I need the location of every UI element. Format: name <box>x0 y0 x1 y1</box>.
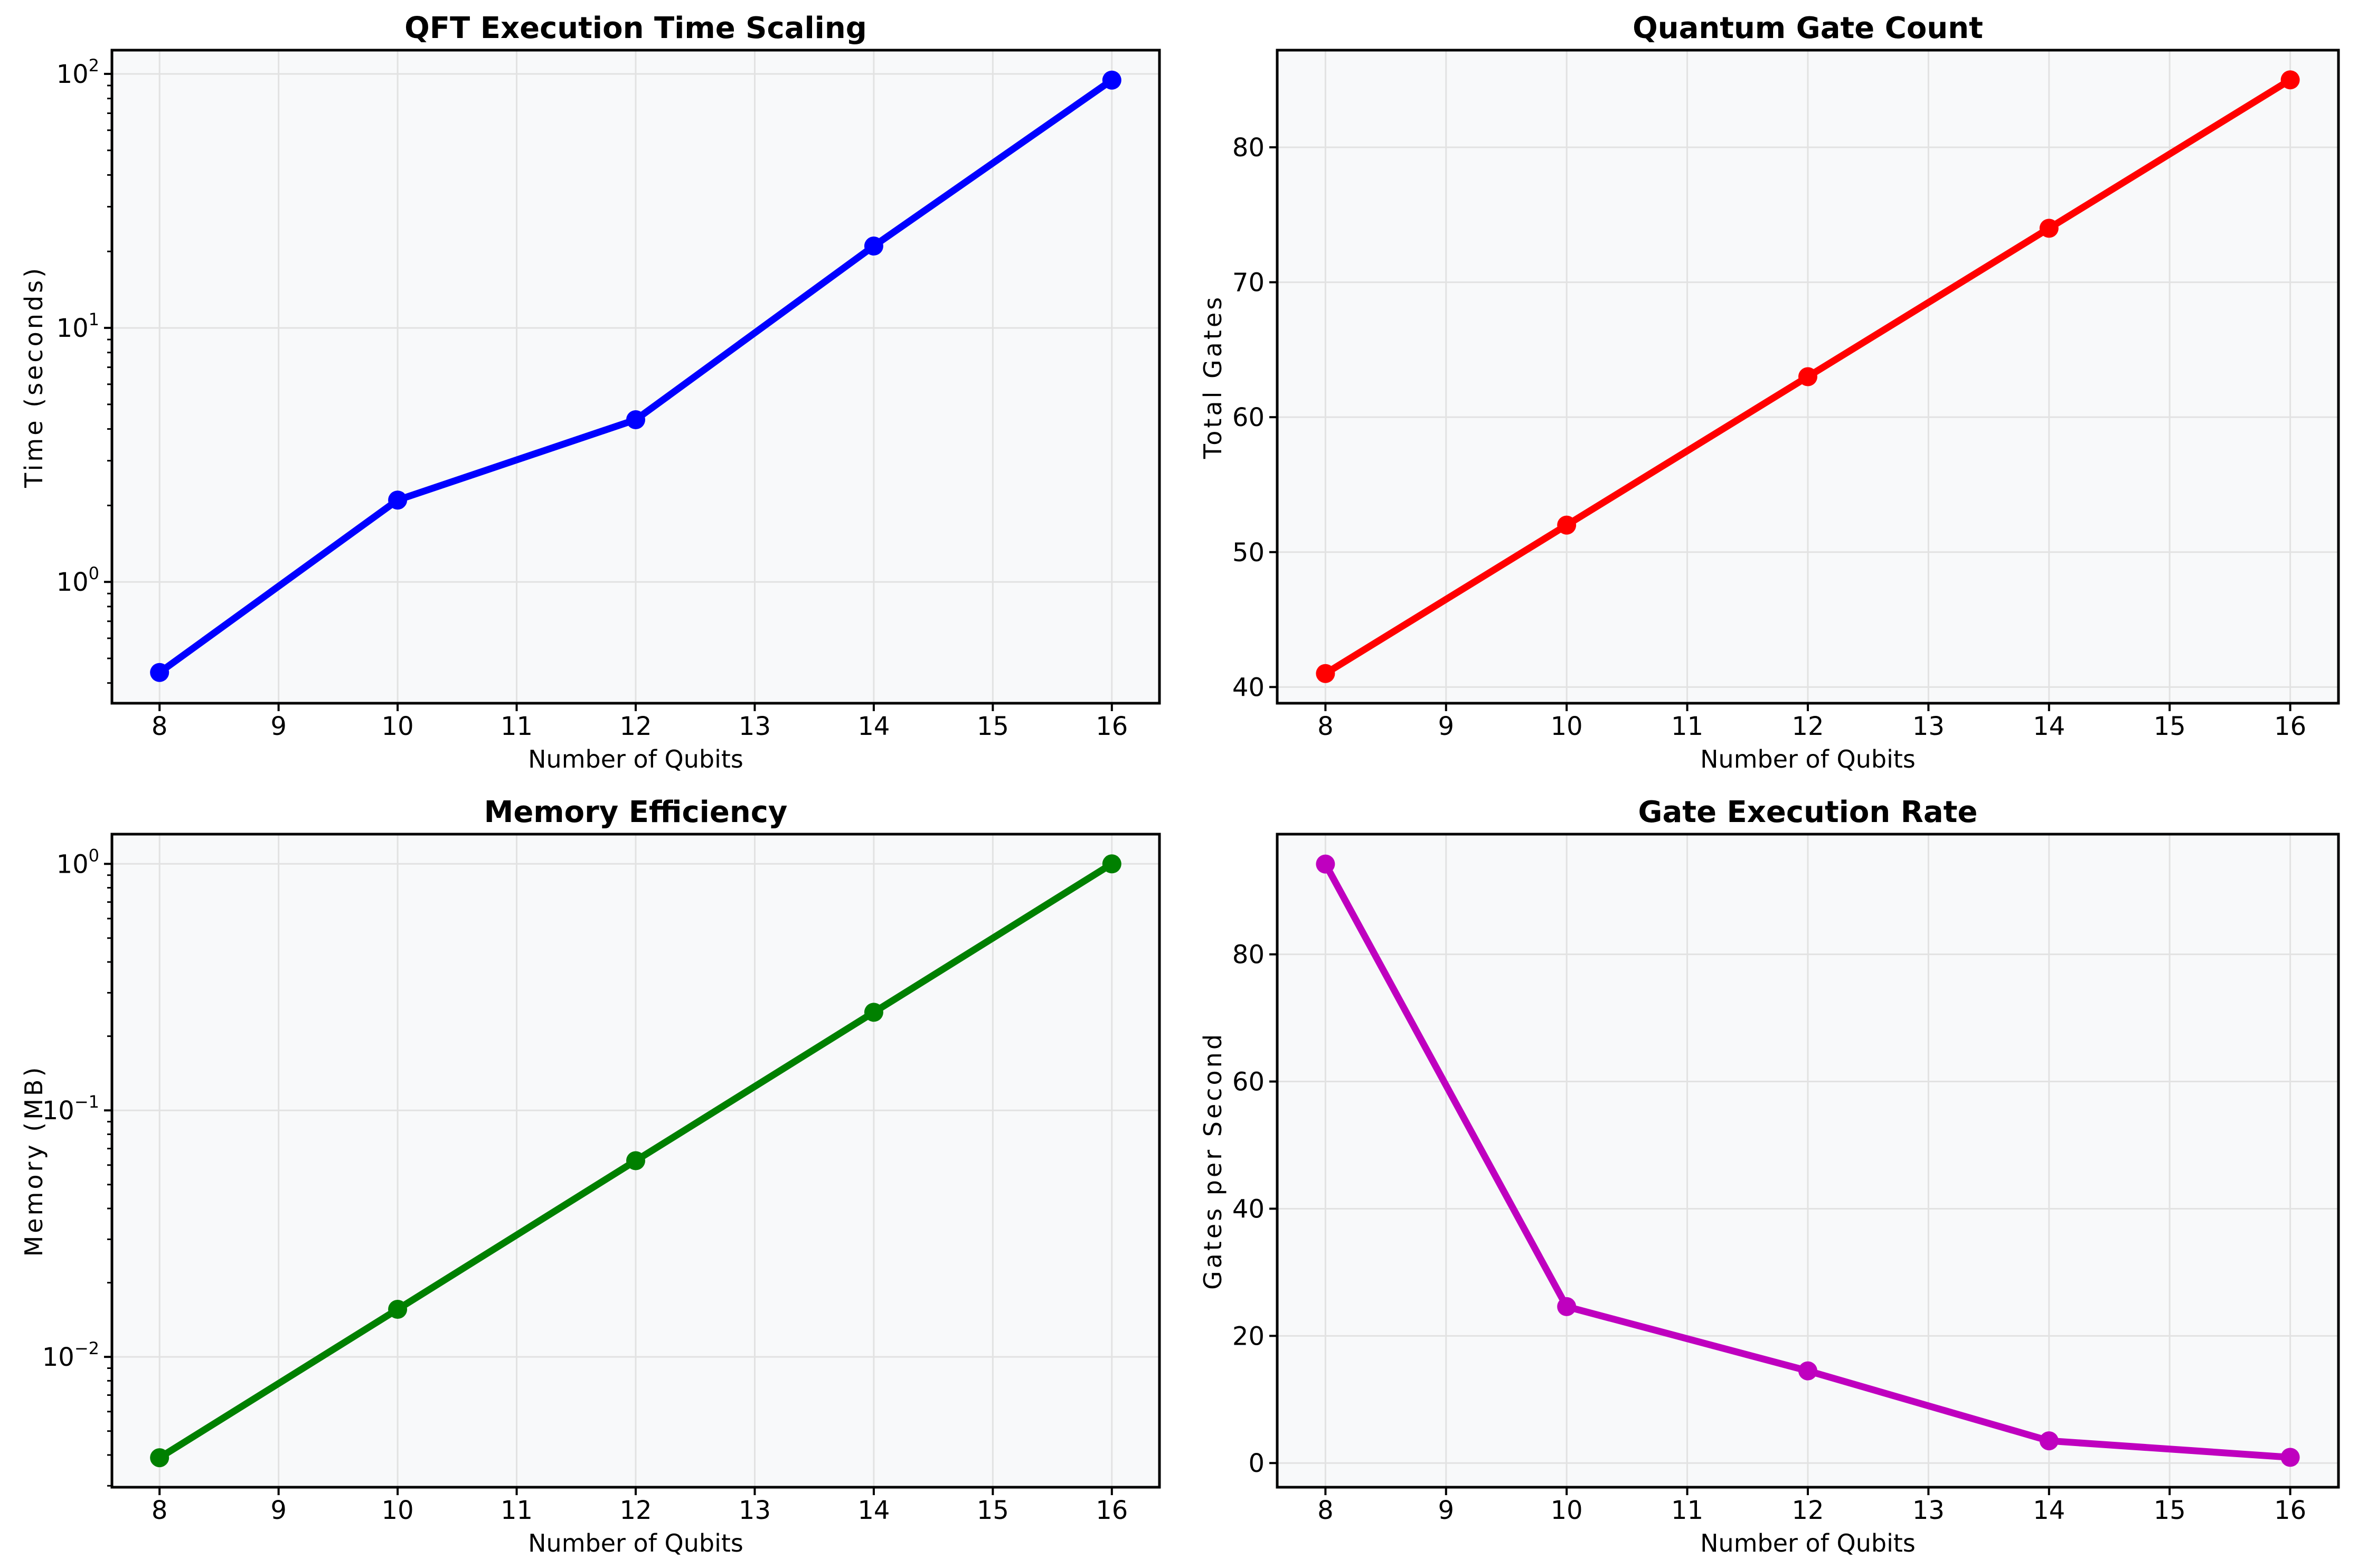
data-point <box>1102 70 1121 90</box>
y-tick-label: 20 <box>1232 1321 1265 1351</box>
gate-execution-rate-plot: 8 9 10 11 12 13 14 15 16 0 20 40 60 80 Gate Execution… <box>1199 795 2340 1557</box>
x-tick-label: 9 <box>270 712 287 741</box>
x-tick-label: 9 <box>270 1496 287 1525</box>
x-tick-label: 12 <box>1791 1496 1824 1525</box>
data-point <box>1798 367 1817 386</box>
x-tick-label: 13 <box>1912 712 1945 741</box>
data-point <box>1102 854 1121 874</box>
data-point <box>1557 1297 1577 1316</box>
y-tick-label: 102 <box>56 55 99 89</box>
y-axis-label: Memory (MB) <box>20 1065 48 1257</box>
subplot-quantum-gate-count: 8 9 10 11 12 13 14 15 16 40 50 60 70 80 Quantum Gate … <box>1179 0 2358 784</box>
data-point <box>388 1299 408 1319</box>
y-axis-label: Gates per Second <box>1199 1032 1227 1290</box>
data-point <box>626 410 645 430</box>
x-tick-label: 13 <box>739 712 771 741</box>
y-tick-label: 0 <box>1248 1449 1265 1478</box>
x-tick-label: 11 <box>1671 712 1703 741</box>
plot-layer: 8 9 10 11 12 13 14 15 16 40 50 60 70 80 <box>1232 49 2340 741</box>
x-tick-label: 16 <box>1096 1496 1128 1525</box>
y-tick-label: 70 <box>1232 268 1265 298</box>
y-tick-label: 60 <box>1232 1068 1265 1097</box>
data-point <box>1557 515 1577 535</box>
x-tick-label: 8 <box>152 1496 168 1525</box>
y-tick-label: 60 <box>1232 403 1265 432</box>
x-tick-label: 16 <box>1096 712 1128 741</box>
y-axis-label: Time (seconds) <box>20 266 48 488</box>
chart-title: Gate Execution Rate <box>1638 795 1978 829</box>
subplot-memory-efficiency: 8 9 10 11 12 13 14 15 16 10−2 10−1 100 Memory Effic… <box>0 784 1179 1568</box>
x-tick-label: 9 <box>1438 712 1454 741</box>
data-point <box>388 490 408 510</box>
x-tick-label: 10 <box>382 1496 414 1525</box>
subplot-qft-execution-time: 8 9 10 11 12 13 14 15 16 100 101 102 QFT Execution … <box>0 0 1179 784</box>
y-tick-label: 40 <box>1232 1194 1265 1224</box>
data-point <box>1316 854 1335 874</box>
x-tick-label: 15 <box>977 1496 1009 1525</box>
x-axis-label: Number of Qubits <box>1700 1529 1916 1557</box>
x-tick-label: 14 <box>2033 1496 2065 1525</box>
x-tick-label: 10 <box>1551 1496 1583 1525</box>
x-tick-label: 15 <box>2154 712 2186 741</box>
x-tick-label: 12 <box>619 1496 652 1525</box>
x-tick-label: 8 <box>152 712 168 741</box>
x-tick-label: 10 <box>1551 712 1583 741</box>
data-point <box>150 1448 169 1468</box>
memory-efficiency-plot: 8 9 10 11 12 13 14 15 16 10−2 10−1 100 Memory Effic… <box>20 795 1161 1557</box>
data-point <box>150 663 169 682</box>
x-tick-label: 16 <box>2274 1496 2306 1525</box>
x-axis-label: Number of Qubits <box>1700 745 1916 773</box>
data-point <box>864 237 883 256</box>
chart-title: Quantum Gate Count <box>1633 11 1983 45</box>
plot-layer: 8 9 10 11 12 13 14 15 16 100 101 102 <box>56 49 1161 741</box>
x-tick-label: 13 <box>1912 1496 1945 1525</box>
y-tick-label: 50 <box>1232 538 1265 568</box>
plot-layer: 8 9 10 11 12 13 14 15 16 10−2 10−1 100 <box>42 833 1161 1525</box>
x-tick-label: 15 <box>2154 1496 2186 1525</box>
x-tick-label: 14 <box>857 712 890 741</box>
quantum-gate-count-plot: 8 9 10 11 12 13 14 15 16 40 50 60 70 80 Quantum Gate … <box>1199 11 2340 773</box>
data-point <box>1316 664 1335 683</box>
data-point <box>2039 1431 2059 1451</box>
y-axis-label: Total Gates <box>1199 295 1227 459</box>
data-point <box>2039 219 2059 238</box>
x-tick-label: 10 <box>382 712 414 741</box>
x-tick-label: 14 <box>857 1496 890 1525</box>
data-point <box>1798 1361 1817 1381</box>
data-point <box>2280 1448 2300 1467</box>
y-tick-label: 80 <box>1232 133 1265 163</box>
x-tick-label: 9 <box>1438 1496 1454 1525</box>
y-tick-label: 10−1 <box>42 1092 99 1126</box>
x-tick-label: 16 <box>2274 712 2306 741</box>
y-tick-label: 101 <box>56 309 99 343</box>
y-tick-label: 10−2 <box>42 1338 99 1372</box>
y-tick-label: 100 <box>56 845 99 879</box>
chart-title: QFT Execution Time Scaling <box>404 11 867 45</box>
y-tick-label: 80 <box>1232 940 1265 970</box>
y-tick-label: 100 <box>56 563 99 597</box>
chart-title: Memory Efficiency <box>484 795 788 829</box>
data-point <box>2280 70 2300 90</box>
x-axis-label: Number of Qubits <box>528 1529 743 1557</box>
x-tick-label: 13 <box>739 1496 771 1525</box>
x-tick-label: 8 <box>1317 1496 1334 1525</box>
x-tick-label: 15 <box>977 712 1009 741</box>
x-tick-label: 11 <box>501 1496 533 1525</box>
y-tick-label: 40 <box>1232 673 1265 702</box>
qft-execution-time-plot: 8 9 10 11 12 13 14 15 16 100 101 102 QFT Execution … <box>20 11 1161 773</box>
x-tick-label: 12 <box>619 712 652 741</box>
x-tick-label: 8 <box>1317 712 1334 741</box>
x-tick-label: 11 <box>501 712 533 741</box>
subplot-gate-execution-rate: 8 9 10 11 12 13 14 15 16 0 20 40 60 80 Gate Execution… <box>1179 784 2358 1568</box>
data-point <box>864 1003 883 1022</box>
data-point <box>626 1151 645 1170</box>
x-tick-label: 11 <box>1671 1496 1703 1525</box>
x-tick-label: 14 <box>2033 712 2065 741</box>
x-axis-label: Number of Qubits <box>528 745 743 773</box>
x-tick-label: 12 <box>1791 712 1824 741</box>
plot-layer: 8 9 10 11 12 13 14 15 16 0 20 40 60 80 <box>1232 833 2340 1525</box>
